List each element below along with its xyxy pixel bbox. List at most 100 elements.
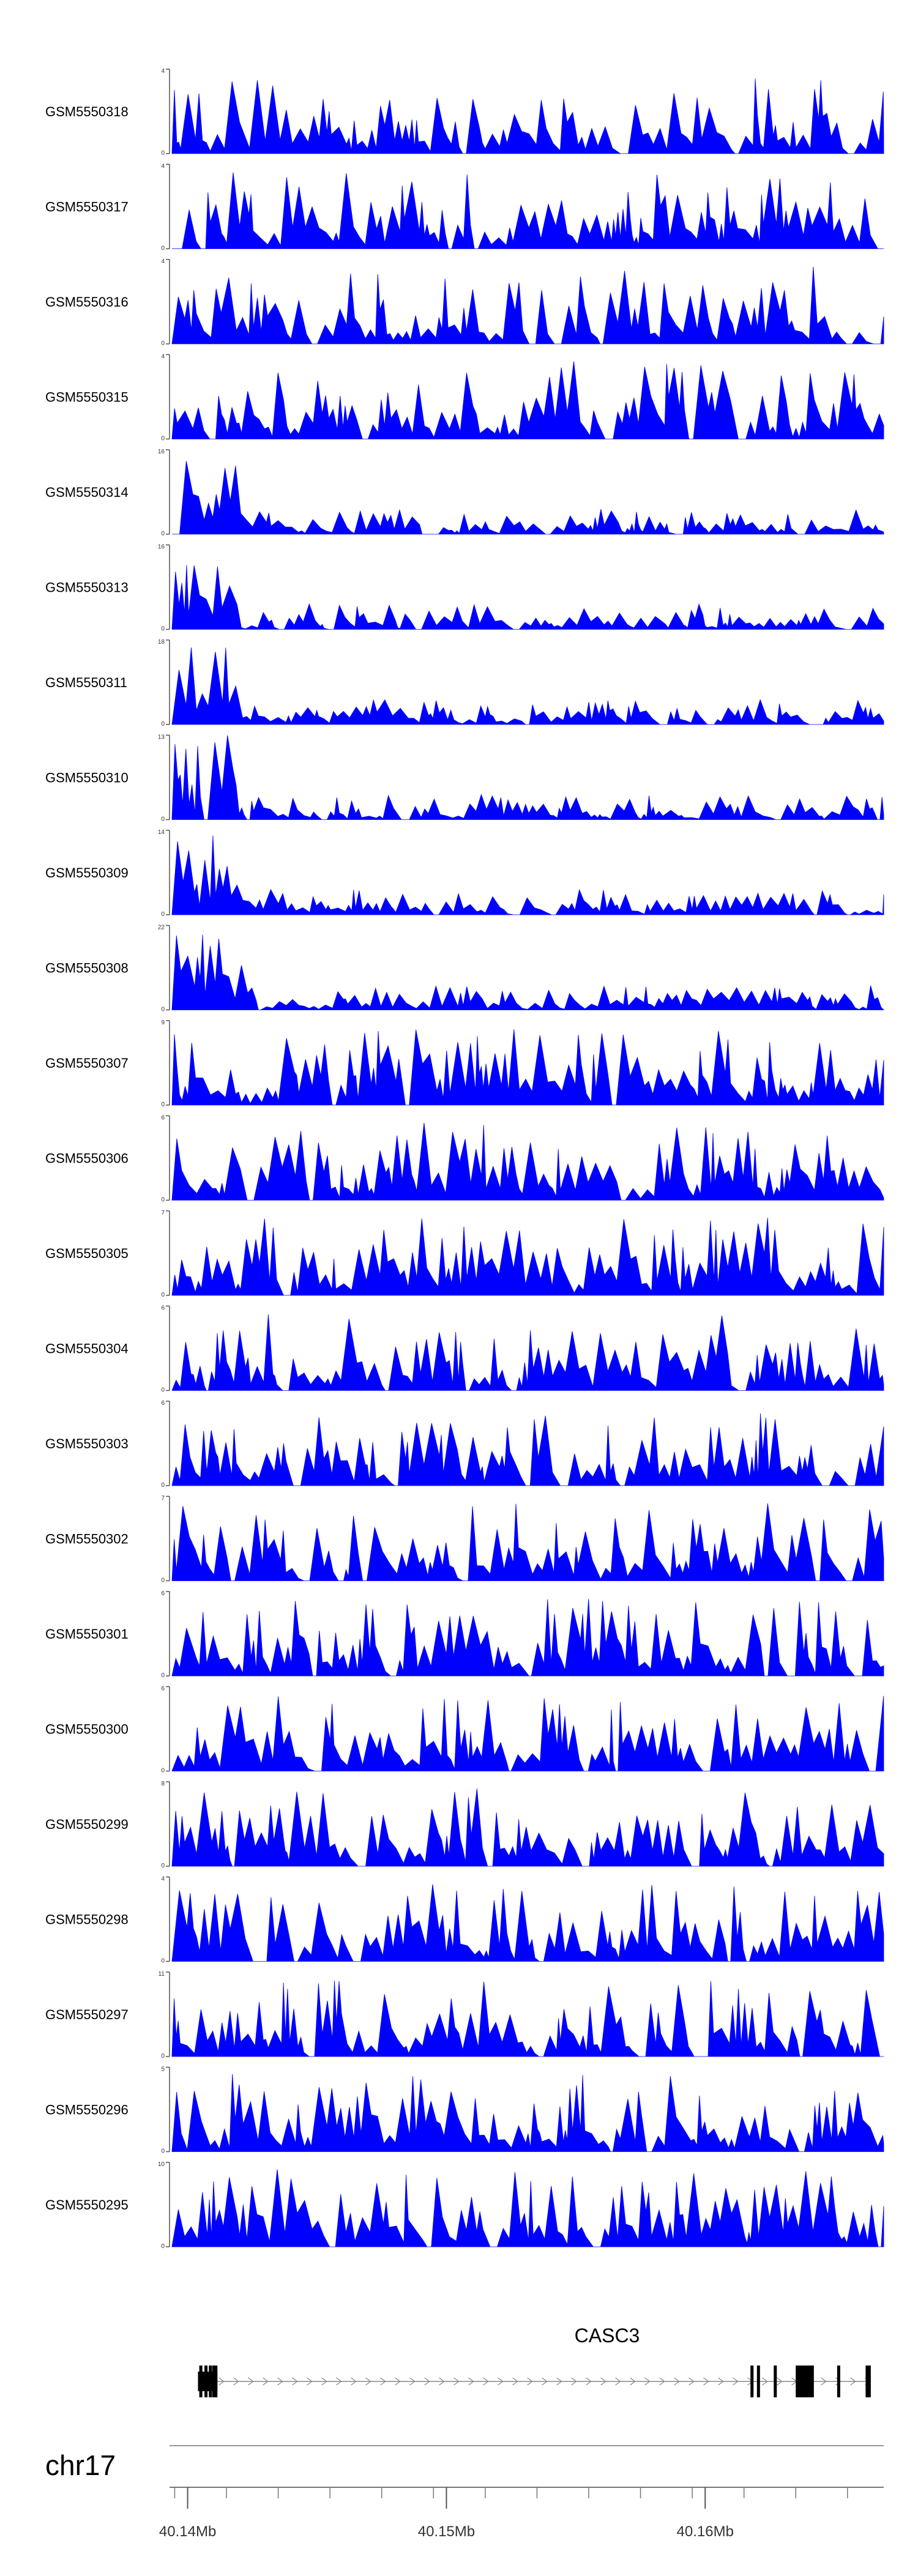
coverage-area <box>171 934 884 1010</box>
track-GSM5550304: GSM5550304 6 0 <box>45 1305 884 1394</box>
strand-arrow <box>586 2377 592 2386</box>
track-ymax-label: 6 <box>161 1115 165 1122</box>
track-GSM5550305: GSM5550305 7 0 <box>45 1210 884 1298</box>
track-GSM5550309: GSM5550309 14 0 <box>45 829 884 918</box>
track-label: GSM5550304 <box>45 1341 129 1357</box>
track-ymax-label: 10 <box>158 2161 165 2168</box>
track-label: GSM5550302 <box>45 1532 129 1547</box>
track-GSM5550300: GSM5550300 6 0 <box>45 1686 884 1774</box>
track-ymax-label: 4 <box>161 258 165 265</box>
track-ymin-label: 0 <box>161 2053 165 2060</box>
exon <box>837 2366 840 2397</box>
strand-arrow <box>424 2377 430 2386</box>
track-ymin-label: 0 <box>161 1958 165 1965</box>
strand-arrow <box>556 2377 562 2386</box>
track-ymax-label: 4 <box>161 1876 165 1883</box>
coverage-area <box>171 835 884 915</box>
track-label: GSM5550310 <box>45 770 129 786</box>
strand-arrow <box>821 2377 827 2386</box>
track-ymin-label: 0 <box>161 2243 165 2250</box>
track-ymin-label: 0 <box>161 1292 165 1298</box>
exon <box>865 2366 871 2397</box>
track-GSM5550308: GSM5550308 22 0 <box>45 925 884 1013</box>
strand-arrow <box>762 2377 768 2386</box>
track-label: GSM5550318 <box>45 104 129 119</box>
track-label: GSM5550305 <box>45 1246 129 1261</box>
track-GSM5550301: GSM5550301 6 0 <box>45 1590 884 1679</box>
strand-arrow <box>850 2377 856 2386</box>
track-ymin-label: 0 <box>161 1577 165 1584</box>
track-ymin-label: 0 <box>161 1863 165 1869</box>
track-label: GSM5550309 <box>45 865 129 880</box>
track-label: GSM5550311 <box>45 675 127 690</box>
track-label: GSM5550295 <box>45 2197 129 2213</box>
coverage-area <box>171 1980 884 2057</box>
track-ymax-label: 18 <box>158 639 165 646</box>
track-ymax-label: 13 <box>158 734 165 741</box>
track-ymax-label: 5 <box>161 2066 165 2073</box>
coverage-area <box>172 172 884 249</box>
exon <box>774 2366 777 2397</box>
track-GSM5550316: GSM5550316 4 0 <box>45 258 884 347</box>
track-ymin-label: 0 <box>161 911 165 918</box>
coverage-area <box>171 1218 884 1296</box>
track-label: GSM5550307 <box>45 1055 129 1071</box>
track-ymin-label: 0 <box>161 626 165 633</box>
track-ymin-label: 0 <box>161 816 165 823</box>
track-ymin-label: 0 <box>161 1197 165 1204</box>
strand-arrow <box>453 2377 460 2386</box>
track-GSM5550311: GSM5550311 18 0 <box>45 639 884 728</box>
gene-track: CASC3 <box>198 2325 871 2397</box>
track-ymin-label: 0 <box>161 1007 165 1013</box>
track-ymin-label: 0 <box>161 1768 165 1774</box>
track-GSM5550295: GSM5550295 10 0 <box>45 2161 884 2250</box>
track-ymax-label: 7 <box>161 1210 165 1216</box>
track-ymax-label: 11 <box>159 1971 165 1978</box>
strand-arrow <box>439 2377 445 2386</box>
strand-arrow <box>351 2377 357 2386</box>
track-ymin-label: 0 <box>161 1672 165 1679</box>
track-GSM5550297: GSM5550297 11 0 <box>45 1971 884 2060</box>
coverage-area <box>171 2074 884 2152</box>
strand-arrow <box>688 2377 695 2386</box>
coverage-area <box>171 78 884 154</box>
exon <box>796 2366 814 2397</box>
track-GSM5550315: GSM5550315 4 0 <box>45 354 884 442</box>
track-ymax-label: 6 <box>161 1686 165 1692</box>
track-ymin-label: 0 <box>161 150 165 157</box>
track-ymax-label: 14 <box>158 829 165 836</box>
track-ymin-label: 0 <box>161 721 165 728</box>
strand-arrow <box>571 2377 577 2386</box>
chromosome-label: chr17 <box>45 2449 116 2481</box>
coverage-area <box>171 266 884 344</box>
coverage-tracks: GSM555031840GSM555031740GSM555031640GSM5… <box>45 68 884 2250</box>
strand-arrow <box>233 2377 239 2386</box>
track-label: GSM5550317 <box>45 199 129 215</box>
strand-arrow <box>468 2377 474 2386</box>
track-ymax-label: 9 <box>161 1019 165 1026</box>
genome-axis: chr17 40.14Mb 40.15Mb 40.16Mb <box>45 2445 884 2540</box>
track-ymin-label: 0 <box>161 245 165 252</box>
strand-arrow <box>321 2377 327 2386</box>
strand-arrow <box>498 2377 504 2386</box>
track-label: GSM5550314 <box>45 485 129 500</box>
exon <box>750 2366 754 2397</box>
track-GSM5550299: GSM5550299 8 0 <box>45 1781 884 1869</box>
exon <box>756 2366 760 2397</box>
strand-arrow <box>483 2377 489 2386</box>
strand-arrow <box>277 2377 283 2386</box>
gene-label: CASC3 <box>575 2325 640 2347</box>
strand-arrow <box>263 2377 269 2386</box>
x-tick-label: 40.14Mb <box>159 2523 216 2540</box>
coverage-area <box>171 647 884 725</box>
track-ymax-label: 4 <box>161 68 165 75</box>
track-label: GSM5550300 <box>45 1722 129 1737</box>
coverage-area <box>171 1314 884 1391</box>
track-ymin-label: 0 <box>161 530 165 537</box>
track-label: GSM5550313 <box>45 580 129 595</box>
track-label: GSM5550315 <box>45 390 129 405</box>
strand-arrow <box>218 2377 225 2386</box>
x-tick-label: 40.15Mb <box>418 2523 475 2540</box>
track-ymin-label: 0 <box>161 436 165 442</box>
track-ymin-label: 0 <box>161 1387 165 1394</box>
